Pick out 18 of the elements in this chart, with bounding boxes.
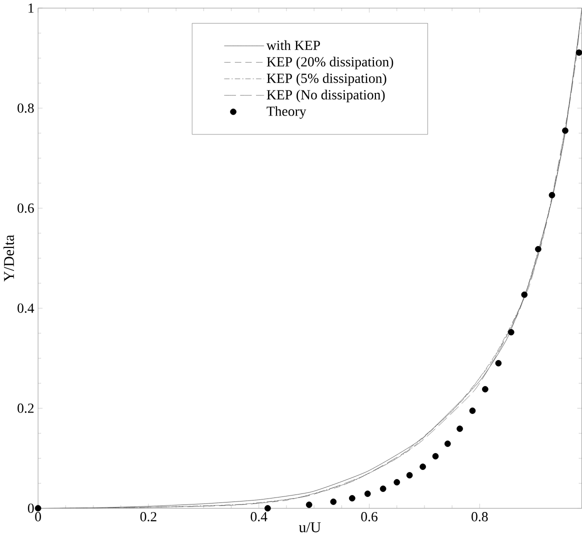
x-tick-label: 0.8 — [472, 512, 488, 522]
y-tick-label: 0.8 — [18, 104, 34, 113]
legend-label: KEP (5% dissipation) — [266, 73, 386, 86]
y-axis-title: Y/Delta — [4, 234, 14, 282]
y-tick-label: 1 — [28, 4, 34, 13]
x-axis-title: u/U — [298, 522, 321, 532]
y-tick-label: 0.6 — [18, 204, 34, 213]
x-tick-label: 0 — [35, 512, 41, 522]
y-tick-label: 0.2 — [18, 404, 34, 414]
legend-label: KEP (No dissipation) — [266, 90, 385, 102]
x-tick-label: 0.6 — [361, 512, 378, 522]
legend-label: with KEP — [266, 40, 320, 50]
legend-label: KEP (20% dissipation) — [266, 56, 394, 70]
y-tick-label: 0 — [28, 504, 34, 514]
x-tick-label: 0.2 — [140, 512, 156, 522]
x-tick-label: 0.4 — [250, 512, 268, 522]
legend-label: Theory — [266, 106, 306, 119]
y-tick-label: 0.4 — [18, 304, 34, 313]
